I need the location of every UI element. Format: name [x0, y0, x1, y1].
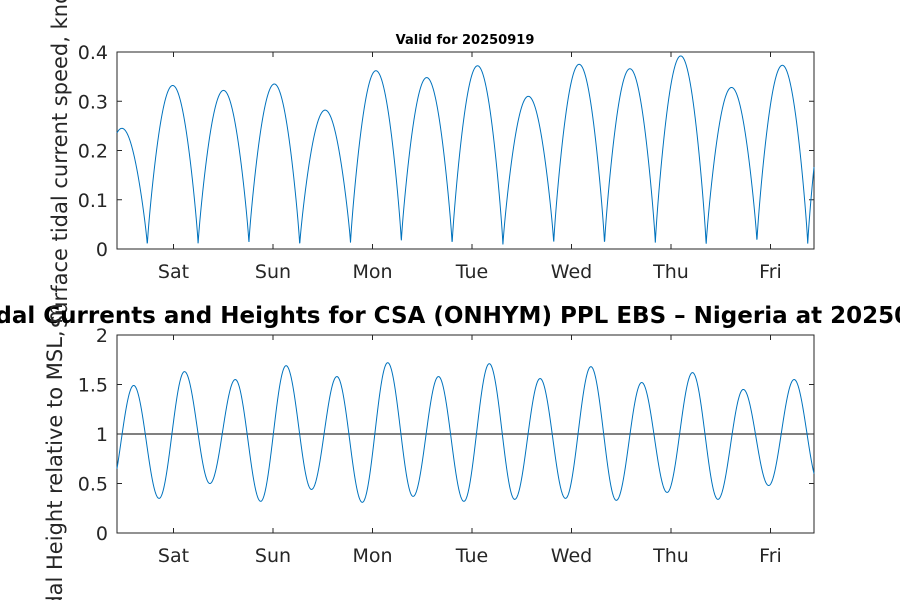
- current-xtick-label: Sat: [158, 261, 189, 283]
- tidal-height-axes: 0 0.5 1 1.5 2 Sat Sun Mon Tue Wed Thu Fri Tidal Cu…: [0, 303, 900, 600]
- current-xtick-label: Thu: [652, 261, 689, 283]
- current-xtick-label: Wed: [551, 261, 592, 283]
- current-ytick-label: 0.2: [78, 141, 108, 163]
- height-xtick-label: Sat: [158, 545, 189, 567]
- height-xtick-label: Mon: [352, 545, 392, 567]
- main-chart-title: Tidal Currents and Heights for CSA (ONHY…: [0, 303, 900, 329]
- current-ytick-label: 0: [96, 239, 108, 261]
- height-xtick-label: Sun: [255, 545, 291, 567]
- height-ytick-label: 1.5: [78, 375, 108, 397]
- current-xtick-label: Tue: [455, 261, 488, 283]
- height-ytick-label: 0: [96, 523, 108, 545]
- height-ytick-label: 2: [96, 325, 108, 347]
- current-speed-axes: 0 0.1 0.2 0.3 0.4 Sat Sun Mon Tue Wed Thu Fri Vali…: [48, 0, 815, 328]
- current-plot-box: [116, 51, 815, 250]
- height-xtick-label: Thu: [652, 545, 689, 567]
- current-y-axis-label: Surface tidal current speed, knots: [48, 0, 72, 328]
- current-ytick-label: 0.3: [78, 91, 108, 113]
- current-xtick-label: Mon: [352, 261, 392, 283]
- current-ytick-label: 0.4: [78, 42, 108, 64]
- height-xtick-label: Wed: [551, 545, 592, 567]
- current-ytick-label: 0.1: [78, 190, 108, 212]
- current-xtick-label: Sun: [255, 261, 291, 283]
- height-y-axis-label: Tidal Height relative to MSL, m: [43, 303, 67, 600]
- height-ytick-label: 1: [96, 424, 108, 446]
- height-ytick-label: 0.5: [78, 474, 108, 496]
- height-xtick-label: Tue: [455, 545, 488, 567]
- current-chart-title: Valid for 20250919: [396, 33, 535, 48]
- height-xtick-label: Fri: [759, 545, 782, 567]
- current-xtick-label: Fri: [759, 261, 782, 283]
- tidal-height-series-line: [116, 362, 815, 503]
- current-speed-series-line: [116, 55, 815, 245]
